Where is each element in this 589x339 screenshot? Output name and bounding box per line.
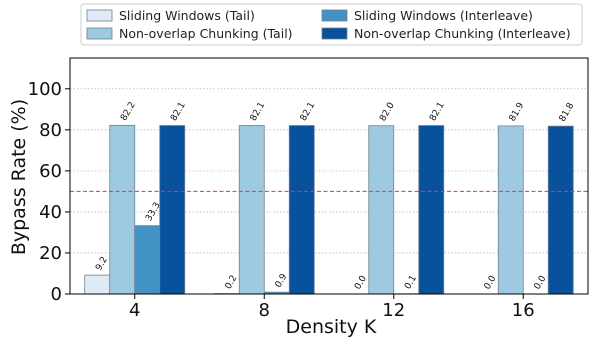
legend-label: Sliding Windows (Interleave) xyxy=(354,8,533,23)
data-label: 82.2 xyxy=(119,100,138,122)
bar xyxy=(547,125,574,295)
legend-swatch xyxy=(86,27,113,40)
x-tick-label: 4 xyxy=(129,300,140,321)
y-tick-label: 0 xyxy=(51,284,62,305)
x-axis-label: Density K xyxy=(286,316,377,338)
legend-label: Sliding Windows (Tail) xyxy=(119,8,255,23)
bar xyxy=(84,274,111,295)
y-tick-label: 80 xyxy=(39,120,62,141)
bar xyxy=(109,124,136,295)
data-label: 82.1 xyxy=(299,101,318,123)
legend-swatch xyxy=(321,9,348,22)
y-tick-label: 60 xyxy=(39,161,62,182)
y-axis-label: Bypass Rate (%) xyxy=(8,99,30,255)
legend-label: Non-overlap Chunking (Tail) xyxy=(119,26,293,41)
x-tick-label: 8 xyxy=(259,300,270,321)
bar xyxy=(368,125,395,295)
x-tick-label: 16 xyxy=(512,300,535,321)
data-label: 82.1 xyxy=(249,101,268,123)
data-label: 81.9 xyxy=(508,101,527,124)
legend-box xyxy=(80,3,583,46)
bar xyxy=(418,125,445,295)
bar xyxy=(288,125,315,295)
data-label: 0.0 xyxy=(483,274,499,292)
bar xyxy=(159,125,186,295)
bar xyxy=(497,125,524,295)
bar xyxy=(134,225,161,295)
data-label: 9.2 xyxy=(94,255,110,272)
data-label: 0.0 xyxy=(353,274,369,292)
legend: Sliding Windows (Tail) Non-overlap Chunki… xyxy=(80,3,583,46)
data-label: 0.0 xyxy=(533,274,549,292)
data-label: 0.9 xyxy=(274,272,290,290)
y-tick-label: 100 xyxy=(28,79,62,100)
data-label: 82.1 xyxy=(428,101,447,123)
data-label: 82.0 xyxy=(378,101,397,124)
y-tick-label: 40 xyxy=(39,202,62,223)
data-label: 0.2 xyxy=(224,274,240,291)
legend-swatch xyxy=(86,9,113,22)
legend-swatch xyxy=(321,27,348,40)
y-tick-label: 20 xyxy=(39,243,62,264)
plot-frame xyxy=(69,57,589,295)
x-tick-label: 12 xyxy=(382,300,405,321)
data-label: 82.1 xyxy=(169,101,188,123)
legend-label: Non-overlap Chunking (Interleave) xyxy=(354,26,571,41)
data-label: 81.8 xyxy=(558,101,577,124)
bar xyxy=(238,125,265,295)
axes: 0 20 40 60 80 100 4 8 12 16 xyxy=(28,57,589,321)
data-label: 0.1 xyxy=(403,274,419,291)
bars xyxy=(84,124,574,295)
